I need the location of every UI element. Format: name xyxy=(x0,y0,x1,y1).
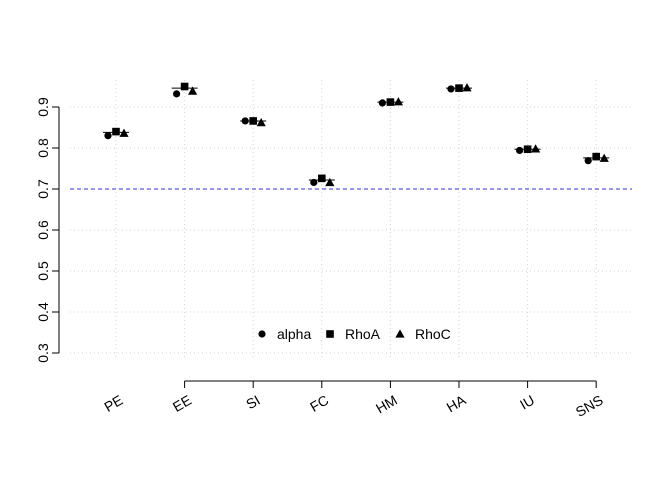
y-tick-label: 0.7 xyxy=(35,179,51,199)
point-rhoa-fc xyxy=(318,174,326,183)
point-alpha-ee xyxy=(173,90,181,98)
point-rhoa-ee xyxy=(180,82,189,91)
y-tick-label: 0.3 xyxy=(35,343,51,363)
legend-marker-rhoa xyxy=(326,330,334,338)
y-tick-label: 0.9 xyxy=(35,97,51,117)
x-tick-label-sns: SNS xyxy=(573,392,606,420)
point-rhoc-ha xyxy=(462,83,472,92)
legend-marker-rhoc xyxy=(395,329,405,338)
y-tick-label: 0.6 xyxy=(35,220,51,240)
point-rhoc-iu xyxy=(531,144,541,153)
point-alpha-si xyxy=(241,117,249,125)
legend-label-rhoa: RhoA xyxy=(345,326,381,342)
x-tick-label-iu: IU xyxy=(517,392,537,413)
x-tick-label-si: SI xyxy=(243,392,262,412)
point-rhoc-si xyxy=(256,117,266,127)
y-tick-label: 0.8 xyxy=(35,138,51,158)
legend-label-alpha: alpha xyxy=(277,326,311,342)
point-alpha-hm xyxy=(378,99,386,107)
point-alpha-pe xyxy=(104,132,112,140)
point-rhoa-hm xyxy=(386,98,395,106)
point-rhoc-pe xyxy=(119,128,129,137)
y-axis: 0.3 0.4 0.5 0.6 0.7 0.8 0.9 xyxy=(35,97,60,363)
legend-marker-alpha xyxy=(258,330,266,338)
data-marks xyxy=(103,82,610,187)
point-rhoc-sns xyxy=(599,153,609,162)
x-tick-label-ee: EE xyxy=(170,392,194,415)
point-rhoa-ha xyxy=(455,84,463,92)
x-tick-label-ha: HA xyxy=(444,391,469,415)
point-rhoa-pe xyxy=(112,127,120,136)
point-rhoa-iu xyxy=(523,145,532,154)
point-rhoc-fc xyxy=(325,177,335,187)
point-alpha-fc xyxy=(310,178,318,187)
legend-label-rhoc: RhoC xyxy=(415,326,451,342)
y-tick-label: 0.4 xyxy=(35,302,51,322)
x-tick-label-fc: FC xyxy=(307,392,331,415)
legend: alpha RhoA RhoC xyxy=(258,326,451,342)
point-rhoa-si xyxy=(249,117,257,125)
y-tick-label: 0.5 xyxy=(35,261,51,281)
point-rhoc-ee xyxy=(188,86,198,95)
point-alpha-sns xyxy=(584,157,592,165)
point-rhoc-hm xyxy=(393,97,403,106)
point-rhoa-sns xyxy=(592,152,600,161)
grid-lines xyxy=(70,80,632,358)
x-tick-label-pe: PE xyxy=(101,392,125,415)
x-tick-label-hm: HM xyxy=(373,392,400,417)
x-axis: PE EE SI FC HM HA IU SNS xyxy=(101,380,606,420)
point-alpha-ha xyxy=(447,85,455,93)
point-alpha-iu xyxy=(516,146,524,155)
